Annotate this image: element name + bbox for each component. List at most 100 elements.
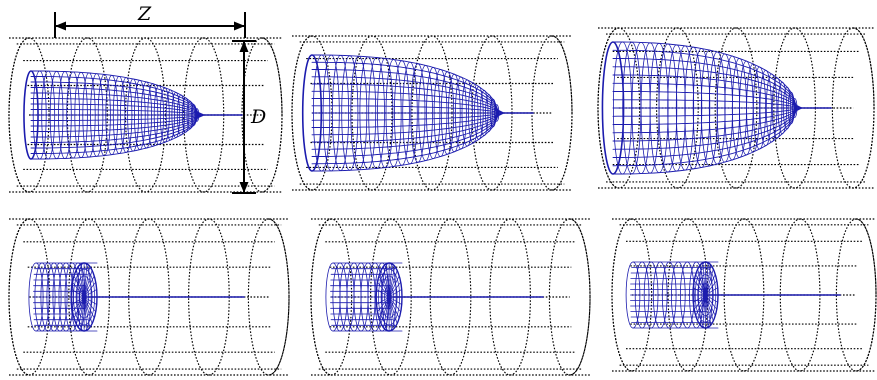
droplet-ring bbox=[777, 81, 788, 135]
droplet-ring bbox=[385, 59, 402, 167]
droplet-ring bbox=[426, 66, 441, 160]
droplet-longitudinal-line bbox=[311, 112, 500, 128]
droplet-ring bbox=[350, 55, 368, 171]
droplet-ring bbox=[32, 70, 47, 160]
droplet-ring bbox=[489, 98, 497, 128]
droplet-ring bbox=[402, 61, 418, 165]
droplet-ring bbox=[90, 73, 104, 157]
droplet-longitudinal-line bbox=[612, 107, 798, 150]
droplet-ring bbox=[692, 48, 711, 168]
cage-end-right bbox=[551, 35, 573, 191]
droplet-ring bbox=[186, 100, 194, 130]
droplet-ring bbox=[134, 80, 146, 150]
droplet-longitudinal-line bbox=[311, 112, 500, 121]
droplet-ring bbox=[753, 66, 767, 150]
cage-grid bbox=[8, 218, 290, 376]
droplet-ring bbox=[410, 63, 426, 163]
droplet-ring bbox=[468, 82, 479, 144]
diameter-label: D bbox=[250, 106, 266, 128]
disk-ring bbox=[52, 262, 68, 332]
droplet-longitudinal-line bbox=[612, 82, 798, 109]
panel-top-left bbox=[8, 37, 283, 193]
disk-mesh bbox=[28, 262, 245, 332]
disk-ring bbox=[661, 261, 677, 329]
cage-ring bbox=[370, 218, 412, 376]
droplet-ring bbox=[312, 54, 331, 172]
droplet-ring bbox=[473, 86, 484, 140]
droplet-mesh bbox=[601, 41, 832, 175]
droplet-longitudinal-line bbox=[612, 107, 798, 142]
cage-end-left bbox=[8, 37, 30, 193]
droplet-ring bbox=[667, 44, 686, 172]
droplet-ring bbox=[82, 72, 96, 158]
droplet-longitudinal-line bbox=[612, 58, 798, 109]
droplet-ring bbox=[440, 71, 455, 155]
cage-ring bbox=[429, 218, 472, 376]
droplet-ring bbox=[127, 78, 140, 152]
cage-end-right bbox=[856, 218, 877, 372]
disk-ring bbox=[670, 261, 686, 329]
droplet-ring bbox=[159, 87, 170, 143]
droplet-ring bbox=[74, 71, 88, 159]
cage-end-left bbox=[291, 35, 313, 191]
droplet-longitudinal-line bbox=[311, 112, 500, 136]
disk-ring bbox=[46, 262, 62, 332]
droplet-longitudinal-line bbox=[311, 98, 500, 114]
droplet-ring bbox=[190, 104, 197, 126]
droplet-ring bbox=[787, 91, 795, 125]
droplet-ring bbox=[771, 77, 783, 139]
droplet-ring bbox=[461, 79, 473, 147]
cage-end-right bbox=[569, 218, 591, 376]
droplet-ring bbox=[49, 70, 64, 160]
disk-end-face bbox=[70, 262, 98, 332]
cage-end-right bbox=[268, 218, 290, 376]
droplet-ring bbox=[675, 45, 695, 171]
droplet-ring bbox=[176, 94, 185, 136]
disk-ring bbox=[40, 262, 56, 332]
droplet-longitudinal-line bbox=[311, 105, 500, 114]
cage-end-left bbox=[8, 218, 30, 376]
droplet-ring bbox=[433, 69, 448, 157]
droplet-ring bbox=[341, 55, 359, 171]
diameter-arrow-bottom bbox=[239, 182, 249, 193]
droplet-ring bbox=[120, 77, 133, 153]
droplet-ring bbox=[58, 71, 72, 159]
droplet-mesh bbox=[23, 70, 243, 160]
droplet-ring bbox=[359, 56, 377, 170]
droplet-ring bbox=[454, 76, 467, 150]
droplet-ring bbox=[377, 58, 394, 168]
droplet-ring bbox=[368, 57, 385, 169]
droplet-ring bbox=[479, 89, 489, 137]
droplet-longitudinal-line bbox=[612, 107, 798, 158]
length-arrow-right bbox=[234, 21, 245, 31]
cage-end-left bbox=[597, 27, 619, 189]
droplet-ring bbox=[66, 71, 80, 159]
droplet-ring bbox=[759, 69, 772, 147]
droplet-ring bbox=[418, 65, 433, 161]
panel-top-right bbox=[597, 27, 875, 189]
droplet-mesh bbox=[301, 54, 534, 172]
cage-end-right bbox=[853, 27, 875, 189]
droplet-ring bbox=[140, 81, 152, 149]
droplet-ring bbox=[97, 74, 111, 156]
panels bbox=[8, 27, 877, 376]
cage-end-right bbox=[261, 37, 283, 193]
dimension-annotations: Z D bbox=[54, 3, 266, 194]
disk-ring bbox=[28, 262, 44, 332]
panel-bottom-right bbox=[611, 218, 877, 372]
droplet-ring bbox=[147, 83, 159, 147]
disk-ring bbox=[625, 261, 641, 329]
cage-ring bbox=[835, 218, 877, 372]
disk-mesh bbox=[625, 261, 841, 329]
diameter-arrow-top bbox=[239, 41, 249, 52]
cage-end-left bbox=[310, 218, 332, 376]
panel-bottom-left bbox=[8, 218, 290, 376]
droplet-ring bbox=[105, 75, 119, 155]
disk-ring bbox=[34, 262, 50, 332]
droplet-ring bbox=[171, 91, 181, 139]
droplet-ring bbox=[684, 46, 703, 170]
droplet-ring bbox=[41, 70, 56, 160]
droplet-ring bbox=[765, 73, 778, 143]
droplet-longitudinal-line bbox=[30, 114, 200, 121]
